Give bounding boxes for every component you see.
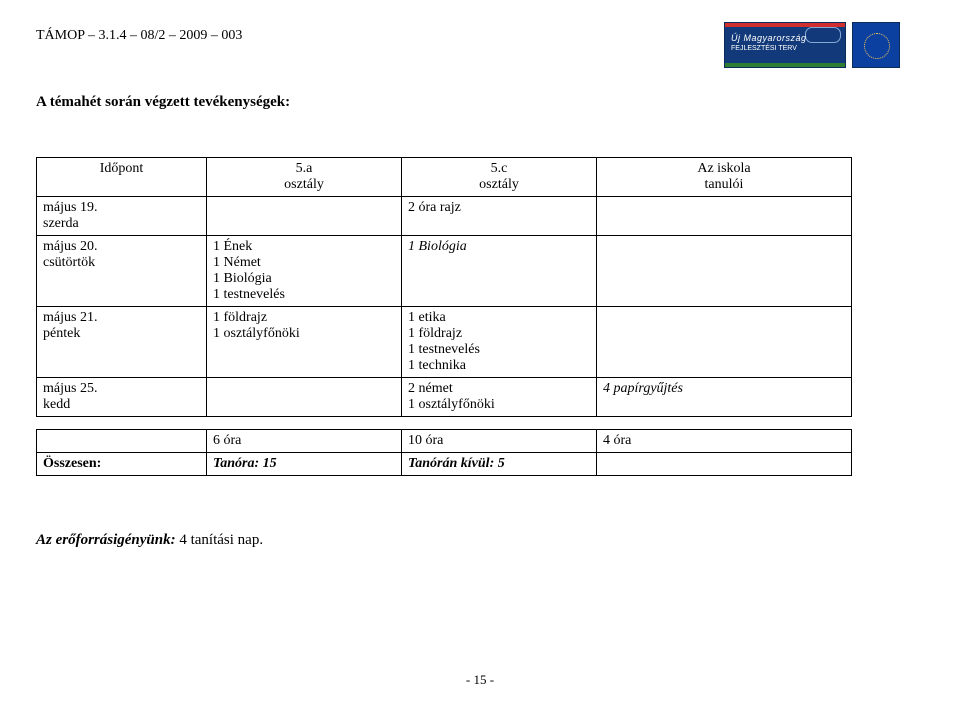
logo-uj-magyarorszag: Új Magyarország FEJLESZTÉSI TERV: [724, 22, 846, 68]
resource-label: Az erőforrásigényünk:: [36, 532, 176, 548]
header-logos: Új Magyarország FEJLESZTÉSI TERV: [724, 22, 900, 68]
cell-isk: [597, 197, 852, 236]
cell-time: május 20.csütörtök: [37, 236, 207, 307]
cell-tanorankivul: Tanórán kívül: 5: [402, 453, 597, 476]
osszesen-label: Összesen:: [43, 456, 101, 471]
section-title: A témahét során végzett tevékenységek:: [36, 94, 900, 111]
cell-time: május 19.szerda: [37, 197, 207, 236]
summary-hours-row: 6 óra 10 óra 4 óra: [37, 430, 852, 453]
cell-5a: [207, 197, 402, 236]
page-number: - 15 -: [0, 672, 960, 688]
th-5a: 5.aosztály: [207, 158, 402, 197]
cell-blank2: [597, 453, 852, 476]
th-school: Az iskolatanulói: [597, 158, 852, 197]
tanora-value: Tanóra: 15: [213, 456, 277, 471]
page: TÁMOP – 3.1.4 – 08/2 – 2009 – 003 Új Mag…: [0, 0, 960, 712]
cell-isk: 4 papírgyűjtés: [597, 378, 852, 417]
cell-time: május 21.péntek: [37, 307, 207, 378]
logo-eu-flag: [852, 22, 900, 68]
logo-line2: FEJLESZTÉSI TERV: [731, 45, 797, 52]
cell-5c: 1 etika1 földrajz1 testnevelés1 technika: [402, 307, 597, 378]
page-header: TÁMOP – 3.1.4 – 08/2 – 2009 – 003 Új Mag…: [36, 22, 900, 68]
summary-total-row: Összesen: Tanóra: 15 Tanórán kívül: 5: [37, 453, 852, 476]
table-head-row: Időpont 5.aosztály 5.cosztály Az iskolat…: [37, 158, 852, 197]
tanorankivul-value: Tanórán kívül: 5: [408, 456, 505, 471]
cell-5c: 1 Biológia: [402, 236, 597, 307]
cell-4ora: 4 óra: [597, 430, 852, 453]
cell-5c: 2 óra rajz: [402, 197, 597, 236]
table-row: május 19.szerda 2 óra rajz: [37, 197, 852, 236]
resource-line: Az erőforrásigényünk: 4 tanítási nap.: [36, 532, 900, 549]
cell-isk: [597, 307, 852, 378]
cell-10ora: 10 óra: [402, 430, 597, 453]
cell-5c: 2 német1 osztályfőnöki: [402, 378, 597, 417]
table-row: május 25.kedd 2 német1 osztályfőnöki 4 p…: [37, 378, 852, 417]
th-time: Időpont: [37, 158, 207, 197]
th-5c: 5.cosztály: [402, 158, 597, 197]
cell-osszesen: Összesen:: [37, 453, 207, 476]
table-row: május 21.péntek 1 földrajz1 osztályfőnök…: [37, 307, 852, 378]
cell-blank: [37, 430, 207, 453]
cell-5a: 1 földrajz1 osztályfőnöki: [207, 307, 402, 378]
cell-isk: [597, 236, 852, 307]
summary-table: 6 óra 10 óra 4 óra Összesen: Tanóra: 15 …: [36, 429, 852, 476]
resource-value: 4 tanítási nap.: [176, 532, 263, 548]
header-code: TÁMOP – 3.1.4 – 08/2 – 2009 – 003: [36, 22, 242, 44]
cell-5a: [207, 378, 402, 417]
cell-6ora: 6 óra: [207, 430, 402, 453]
logo-line1: Új Magyarország: [731, 33, 807, 43]
cell-5a: 1 Ének1 Német1 Biológia1 testnevelés: [207, 236, 402, 307]
cell-time: május 25.kedd: [37, 378, 207, 417]
activities-table: Időpont 5.aosztály 5.cosztály Az iskolat…: [36, 157, 852, 417]
table-row: május 20.csütörtök 1 Ének1 Német1 Biológ…: [37, 236, 852, 307]
cell-tanora: Tanóra: 15: [207, 453, 402, 476]
